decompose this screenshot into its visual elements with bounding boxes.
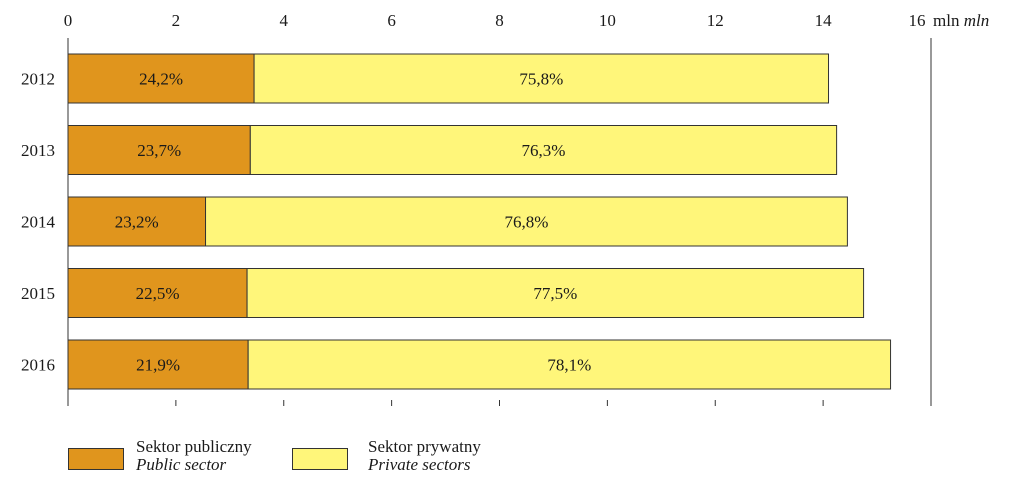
bar-segment-private bbox=[247, 339, 892, 390]
legend-label-private: Sektor prywatny bbox=[368, 437, 481, 456]
legend-label-public: Sektor publiczny bbox=[136, 437, 252, 456]
stacked-bar-chart: 0 2 4 6 8 10 12 14 16 mln mln 2012 24,2% 75,8%2013 2… bbox=[21, 11, 989, 406]
x-tick-label: 8 bbox=[495, 11, 504, 30]
x-tick-label: 6 bbox=[387, 11, 396, 30]
x-tick-label: 12 bbox=[707, 11, 724, 30]
bar-segment-public bbox=[67, 339, 249, 390]
bar-value-label: 76,3% bbox=[521, 141, 565, 160]
legend-label-public-en: Public sector bbox=[136, 455, 227, 474]
x-tick-label: 0 bbox=[64, 11, 73, 30]
bar-segment-public bbox=[67, 196, 207, 247]
unit-label: mln mln bbox=[933, 11, 989, 30]
bar-value-label: 23,2% bbox=[115, 213, 159, 232]
bar-value-label: 75,8% bbox=[519, 70, 563, 89]
bars: 2012 24,2% 75,8% 2013 23,7% 76,3% 2014 23,2% 76,… bbox=[21, 53, 892, 390]
x-tick-label: 10 bbox=[599, 11, 616, 30]
bar-value-label: 76,8% bbox=[505, 213, 549, 232]
bar-value-label: 77,5% bbox=[533, 284, 577, 303]
bar-segment-private bbox=[253, 53, 830, 104]
x-tick-label: 4 bbox=[280, 11, 289, 30]
bar-value-label: 22,5% bbox=[136, 284, 180, 303]
legend-swatch-private bbox=[292, 448, 348, 470]
bar-segment-public bbox=[67, 125, 251, 175]
bar-value-label: 23,7% bbox=[137, 141, 181, 160]
legend-label-private-en: Private sectors bbox=[368, 455, 471, 474]
bar-value-label: 21,9% bbox=[136, 356, 180, 375]
category-label: 2013 bbox=[21, 141, 55, 160]
x-tick-label: 16 bbox=[909, 11, 926, 30]
bar-value-label: 78,1% bbox=[547, 356, 591, 375]
category-label: 2012 bbox=[21, 70, 55, 89]
bar-value-label: 24,2% bbox=[139, 70, 183, 89]
category-label: 2014 bbox=[21, 213, 56, 232]
category-label: 2016 bbox=[21, 356, 55, 375]
bar-segment-public bbox=[67, 268, 248, 318]
bar-segment-private bbox=[249, 125, 838, 175]
category-label: 2015 bbox=[21, 284, 55, 303]
legend-swatch-public bbox=[68, 448, 124, 470]
x-tick-label: 2 bbox=[172, 11, 181, 30]
bar-segment-public bbox=[67, 53, 255, 104]
x-tick-label: 14 bbox=[815, 11, 833, 30]
bar-segment-private bbox=[246, 268, 865, 318]
bar-segment-private bbox=[205, 196, 848, 247]
